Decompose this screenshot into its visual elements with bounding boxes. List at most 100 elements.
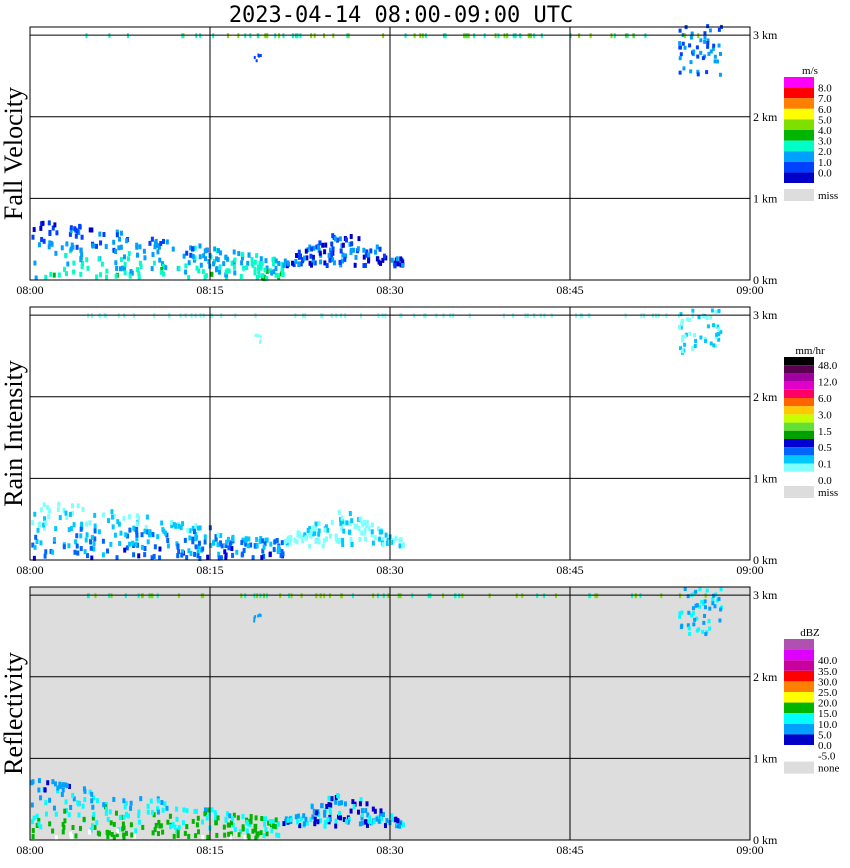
echo-cell — [213, 246, 217, 252]
echo-cell — [177, 265, 181, 271]
echo-cell — [222, 824, 226, 830]
echo-cell — [260, 555, 264, 561]
echo-cell — [716, 324, 720, 329]
echo-cell — [349, 537, 353, 543]
echo-cell — [203, 807, 207, 813]
echo-cell — [254, 333, 257, 337]
echo-cell — [342, 528, 346, 534]
echo-cell — [349, 234, 353, 240]
echo-cell — [135, 526, 139, 532]
echo-cell — [299, 816, 303, 822]
echo-cell — [321, 543, 325, 549]
figure-title: 2023-04-14 08:00-09:00 UTC — [229, 3, 573, 28]
echo-cell — [90, 227, 94, 233]
echo-cell — [231, 552, 235, 558]
echo-cell — [714, 323, 718, 328]
echo-cell — [80, 264, 84, 270]
echo-cell — [704, 339, 708, 344]
y-tick-label: 3 km — [753, 588, 778, 602]
echo-cell — [396, 818, 400, 824]
echo-cell — [257, 831, 261, 837]
echo-cell — [82, 786, 86, 792]
echo-cell — [124, 830, 128, 836]
echo-cell — [72, 260, 76, 266]
echo-cell — [146, 539, 150, 545]
echo-cell — [695, 616, 699, 621]
echo-cell — [313, 530, 317, 536]
echo-cell — [679, 312, 683, 317]
echo-cell — [348, 521, 352, 527]
echo-cell — [112, 834, 116, 840]
echo-cell — [691, 346, 695, 351]
echo-cell — [365, 801, 369, 807]
echo-cell — [176, 829, 180, 835]
echo-cell — [173, 824, 177, 830]
echo-cell — [330, 796, 334, 802]
echo-cell — [112, 513, 116, 519]
echo-cell — [304, 248, 308, 254]
echo-cell — [386, 537, 390, 543]
x-tick-label: 09:00 — [736, 843, 763, 857]
echo-cell — [349, 808, 353, 814]
echo-cell — [91, 795, 95, 801]
echo-cell — [330, 241, 334, 247]
echo-cell — [681, 41, 685, 46]
echo-cell — [48, 240, 52, 246]
echo-cell — [327, 802, 331, 808]
echo-cell — [196, 815, 200, 821]
echo-cell — [396, 261, 400, 267]
echo-cell — [709, 341, 713, 346]
echo-cell — [347, 816, 351, 822]
echo-cell — [251, 828, 255, 834]
colorbar-swatch — [784, 745, 814, 756]
echo-cell — [112, 821, 116, 827]
echo-cell — [122, 814, 126, 820]
echo-cell — [203, 534, 207, 540]
echo-cell — [323, 819, 327, 825]
colorbar-swatch — [784, 430, 814, 439]
echo-cell — [696, 72, 700, 77]
echo-cell — [717, 27, 721, 32]
echo-cell — [148, 532, 152, 538]
echo-cell — [272, 269, 276, 275]
y-tick-label: 1 km — [753, 471, 778, 485]
echo-cell — [115, 831, 119, 837]
echo-cell — [90, 798, 94, 804]
echo-cell — [247, 536, 251, 542]
y-tick-label: 2 km — [753, 390, 778, 404]
echo-cell — [154, 822, 158, 828]
echo-cell — [193, 808, 197, 814]
echo-cell — [315, 810, 319, 816]
echo-cell — [699, 38, 703, 43]
echo-cell — [191, 536, 195, 542]
echo-cell — [390, 539, 394, 545]
echo-cell — [157, 819, 161, 825]
echo-cell — [148, 529, 152, 535]
echo-cell — [60, 245, 64, 251]
echo-cell — [210, 807, 214, 813]
echo-cell — [292, 262, 296, 268]
colorbar-label: 35.0 — [818, 666, 838, 678]
echo-cell — [143, 552, 147, 558]
echo-cell — [687, 626, 691, 631]
echo-cell — [65, 515, 69, 521]
echo-cell — [78, 224, 82, 230]
echo-cell — [316, 819, 320, 825]
echo-cell — [339, 521, 343, 527]
echo-cell — [265, 831, 269, 837]
echo-cell — [706, 38, 710, 43]
echo-cell — [207, 811, 211, 817]
echo-cell — [119, 230, 123, 236]
echo-cell — [280, 549, 284, 555]
echo-cell — [163, 801, 167, 807]
colorbar-swatch — [784, 119, 814, 130]
echo-cell — [702, 620, 706, 625]
echo-cell — [260, 261, 264, 267]
echo-cell — [372, 819, 376, 825]
echo-cell — [263, 821, 267, 827]
echo-cell — [215, 256, 219, 262]
echo-cell — [44, 800, 48, 806]
echo-cell — [697, 315, 701, 320]
echo-cell — [135, 244, 139, 250]
echo-cell — [47, 508, 51, 514]
